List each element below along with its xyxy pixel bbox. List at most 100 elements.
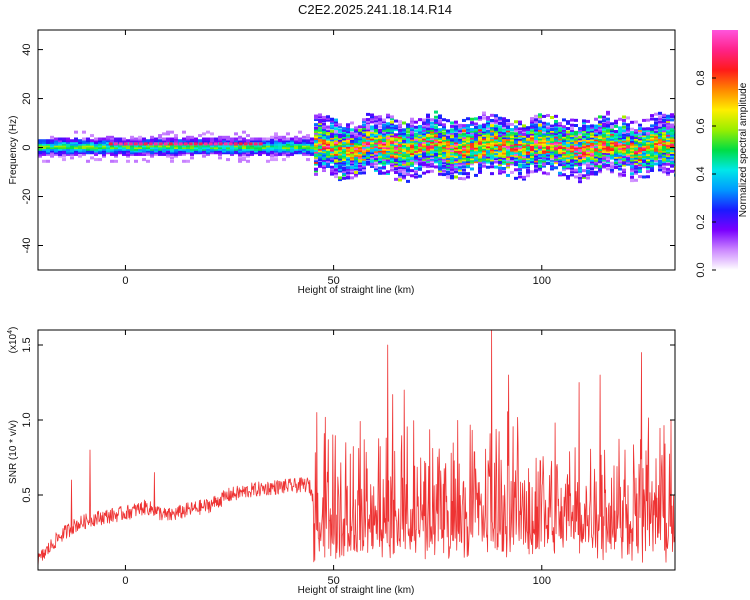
heatmap-cell	[642, 136, 646, 140]
heatmap-cell	[370, 156, 374, 160]
heatmap-cell	[486, 122, 490, 126]
heatmap-cell	[654, 124, 658, 128]
heatmap-cell	[306, 135, 310, 139]
heatmap-cell	[242, 158, 246, 162]
heatmap-cell	[374, 146, 378, 150]
heatmap-cell	[213, 142, 218, 146]
heatmap-cell	[458, 130, 462, 134]
heatmap-cell	[386, 147, 390, 151]
heatmap-cell	[578, 139, 582, 143]
heatmap-cell	[206, 144, 210, 148]
heatmap-cell	[370, 135, 374, 139]
heatmap-cell	[382, 161, 386, 165]
heatmap-cell	[582, 119, 586, 123]
heatmap-cell	[110, 144, 114, 148]
heatmap-cell	[334, 169, 338, 173]
heatmap-cell	[466, 127, 470, 131]
heatmap-cell	[214, 144, 218, 148]
heatmap-cell	[510, 150, 514, 154]
heatmap-cell	[534, 128, 538, 132]
heatmap-cell	[514, 132, 518, 136]
heatmap-cell	[614, 148, 618, 152]
heatmap-cell	[530, 170, 534, 174]
heatmap-cell	[414, 154, 418, 158]
heatmap-cell	[658, 163, 662, 167]
heatmap-cell	[578, 144, 582, 148]
heatmap-cell	[426, 122, 430, 126]
heatmap-cell	[550, 116, 554, 120]
heatmap-cell	[598, 142, 602, 146]
heatmap-cell	[326, 118, 330, 122]
heatmap-cell	[434, 146, 438, 150]
heatmap-cell	[322, 157, 326, 161]
heatmap-cell	[86, 151, 90, 155]
heatmap-cell	[642, 142, 646, 146]
heatmap-cell	[390, 123, 394, 127]
heatmap-cell	[398, 152, 402, 156]
heatmap-cell	[590, 139, 594, 143]
heatmap-cell	[666, 154, 670, 158]
heatmap-cell	[282, 139, 286, 143]
heatmap-cell	[490, 172, 494, 176]
heatmap-cell	[374, 138, 378, 142]
heatmap-cell	[594, 136, 598, 140]
heatmap-cell	[246, 134, 250, 138]
heatmap-cell	[454, 149, 458, 153]
heatmap-cell	[638, 156, 642, 160]
heatmap-cell	[554, 150, 558, 154]
heatmap-cell	[530, 117, 534, 121]
heatmap-cell	[434, 115, 438, 119]
heatmap-cell	[610, 170, 614, 174]
heatmap-cell	[406, 169, 410, 173]
heatmap-cell	[286, 144, 290, 148]
heatmap-cell	[494, 151, 498, 155]
heatmap-cell	[466, 165, 470, 169]
heatmap-cell	[498, 135, 502, 139]
heatmap-cell	[574, 132, 578, 136]
heatmap-cell	[658, 125, 662, 129]
heatmap-cell	[430, 118, 434, 122]
heatmap-cell	[658, 111, 662, 115]
heatmap-cell	[606, 122, 610, 126]
heatmap-cell	[426, 165, 430, 169]
heatmap-cell	[598, 156, 602, 160]
heatmap-cell	[294, 147, 298, 151]
heatmap-cell	[578, 161, 582, 165]
heatmap-cell	[162, 152, 166, 156]
heatmap-cell	[394, 138, 398, 142]
heatmap-cell	[602, 158, 606, 162]
spectrogram-x-axis-title: Height of straight line (km)	[298, 285, 415, 296]
heatmap-cell	[378, 118, 382, 122]
heatmap-cell	[442, 131, 446, 135]
heatmap-cell	[498, 142, 502, 146]
heatmap-cell	[590, 124, 594, 128]
heatmap-cell	[318, 156, 322, 160]
heatmap-cell	[314, 160, 318, 164]
heatmap-cell	[374, 143, 378, 147]
heatmap-cell	[662, 120, 666, 124]
heatmap-cell	[394, 177, 398, 181]
heatmap-cell	[178, 152, 182, 156]
y-tick-label: -20	[21, 189, 33, 205]
heatmap-cell	[446, 170, 450, 174]
heatmap-cell	[450, 154, 454, 158]
heatmap-cell	[638, 154, 642, 158]
heatmap-cell	[394, 157, 398, 161]
heatmap-cell	[610, 151, 614, 155]
heatmap-cell	[666, 123, 670, 127]
heatmap-cell	[562, 128, 566, 132]
heatmap-cell	[458, 137, 462, 141]
heatmap-cell	[518, 165, 522, 169]
heatmap-cell	[42, 152, 46, 156]
heatmap-cell	[390, 134, 394, 138]
heatmap-cell	[294, 142, 298, 146]
heatmap-cell	[70, 144, 74, 148]
heatmap-cell	[426, 146, 430, 150]
heatmap-cell	[658, 159, 662, 163]
heatmap-cell	[378, 158, 382, 162]
heatmap-cell	[510, 170, 514, 174]
heatmap-cell	[102, 137, 106, 141]
heatmap-cell	[530, 151, 534, 155]
heatmap-cell	[662, 148, 666, 152]
heatmap-cell	[458, 125, 462, 129]
